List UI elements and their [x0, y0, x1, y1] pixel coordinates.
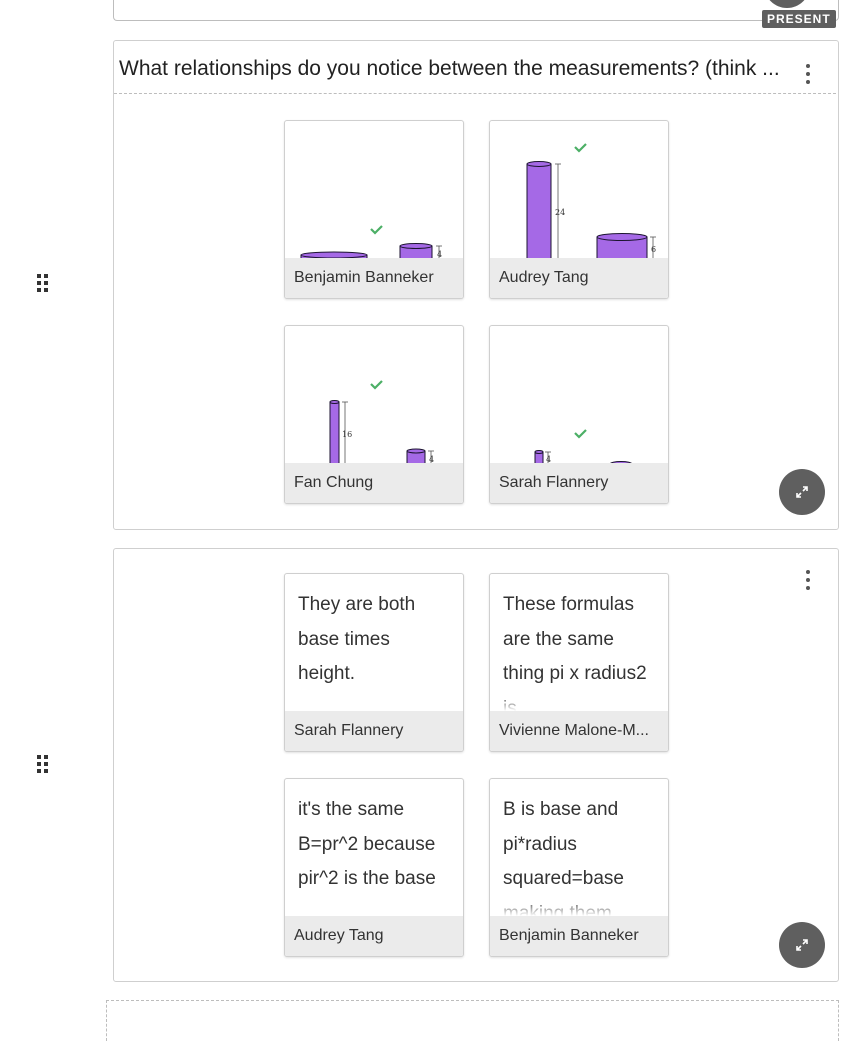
student-name: Sarah Flannery: [285, 711, 463, 751]
svg-text:4: 4: [437, 250, 442, 259]
checkmark-icon: [370, 225, 383, 235]
text-response-card[interactable]: These formulas are the same thing pi x r…: [489, 573, 669, 752]
text-response-card[interactable]: B is base and pi*radius squared=base mak…: [489, 778, 669, 957]
student-name: Fan Chung: [285, 463, 463, 503]
sketch-card[interactable]: 4 Benjamin Banneker: [284, 120, 464, 299]
student-name: Vivienne Malone-M...: [490, 711, 668, 751]
svg-text:6: 6: [651, 245, 656, 254]
text-response-card[interactable]: it's the same B=pr^2 because pir^2 is th…: [284, 778, 464, 957]
student-name: Benjamin Banneker: [285, 258, 463, 298]
sketch-responses-panel: [113, 40, 839, 530]
svg-text:24: 24: [555, 208, 565, 217]
checkmark-icon: [574, 143, 587, 153]
checkmark-icon: [574, 429, 587, 439]
svg-text:4: 4: [546, 455, 551, 464]
student-name: Audrey Tang: [490, 258, 668, 298]
drag-handle-icon[interactable]: [37, 755, 48, 773]
drag-handle-icon[interactable]: [37, 274, 48, 292]
cylinder-medium: [596, 233, 648, 259]
cylinder-tall: [526, 161, 552, 259]
sketch-card[interactable]: 24 6 Audrey Tang: [489, 120, 669, 299]
expand-arrows-icon[interactable]: [779, 922, 825, 968]
next-card-placeholder: [106, 1000, 839, 1041]
vertical-dots-icon[interactable]: [805, 64, 811, 84]
svg-text:4: 4: [429, 455, 434, 464]
student-name: Benjamin Banneker: [490, 916, 668, 956]
cylinder-small: [534, 450, 544, 464]
expand-arrows-icon[interactable]: [779, 469, 825, 515]
cylinder-tall: [329, 400, 340, 464]
sketch-card[interactable]: 4 Sarah Flannery: [489, 325, 669, 504]
previous-card-fragment: [113, 0, 839, 21]
checkmark-icon: [370, 380, 383, 390]
divider: [114, 93, 836, 94]
cylinder-short: [399, 243, 433, 259]
present-button-circle[interactable]: [764, 0, 810, 8]
vertical-dots-icon[interactable]: [805, 570, 811, 590]
present-badge[interactable]: PRESENT: [762, 10, 836, 28]
response-text: They are both base times height.: [298, 594, 416, 684]
student-name: Audrey Tang: [285, 916, 463, 956]
cylinder-short: [406, 448, 426, 464]
text-response-card[interactable]: They are both base times height. Sarah F…: [284, 573, 464, 752]
response-text: it's the same B=pr^2 because pir^2 is th…: [298, 799, 436, 889]
text-responses-panel: [113, 548, 839, 982]
svg-text:16: 16: [342, 430, 352, 439]
student-name: Sarah Flannery: [490, 463, 668, 503]
prompt-title: What relationships do you notice between…: [119, 57, 780, 80]
sketch-card[interactable]: 16 4 Fan Chung: [284, 325, 464, 504]
